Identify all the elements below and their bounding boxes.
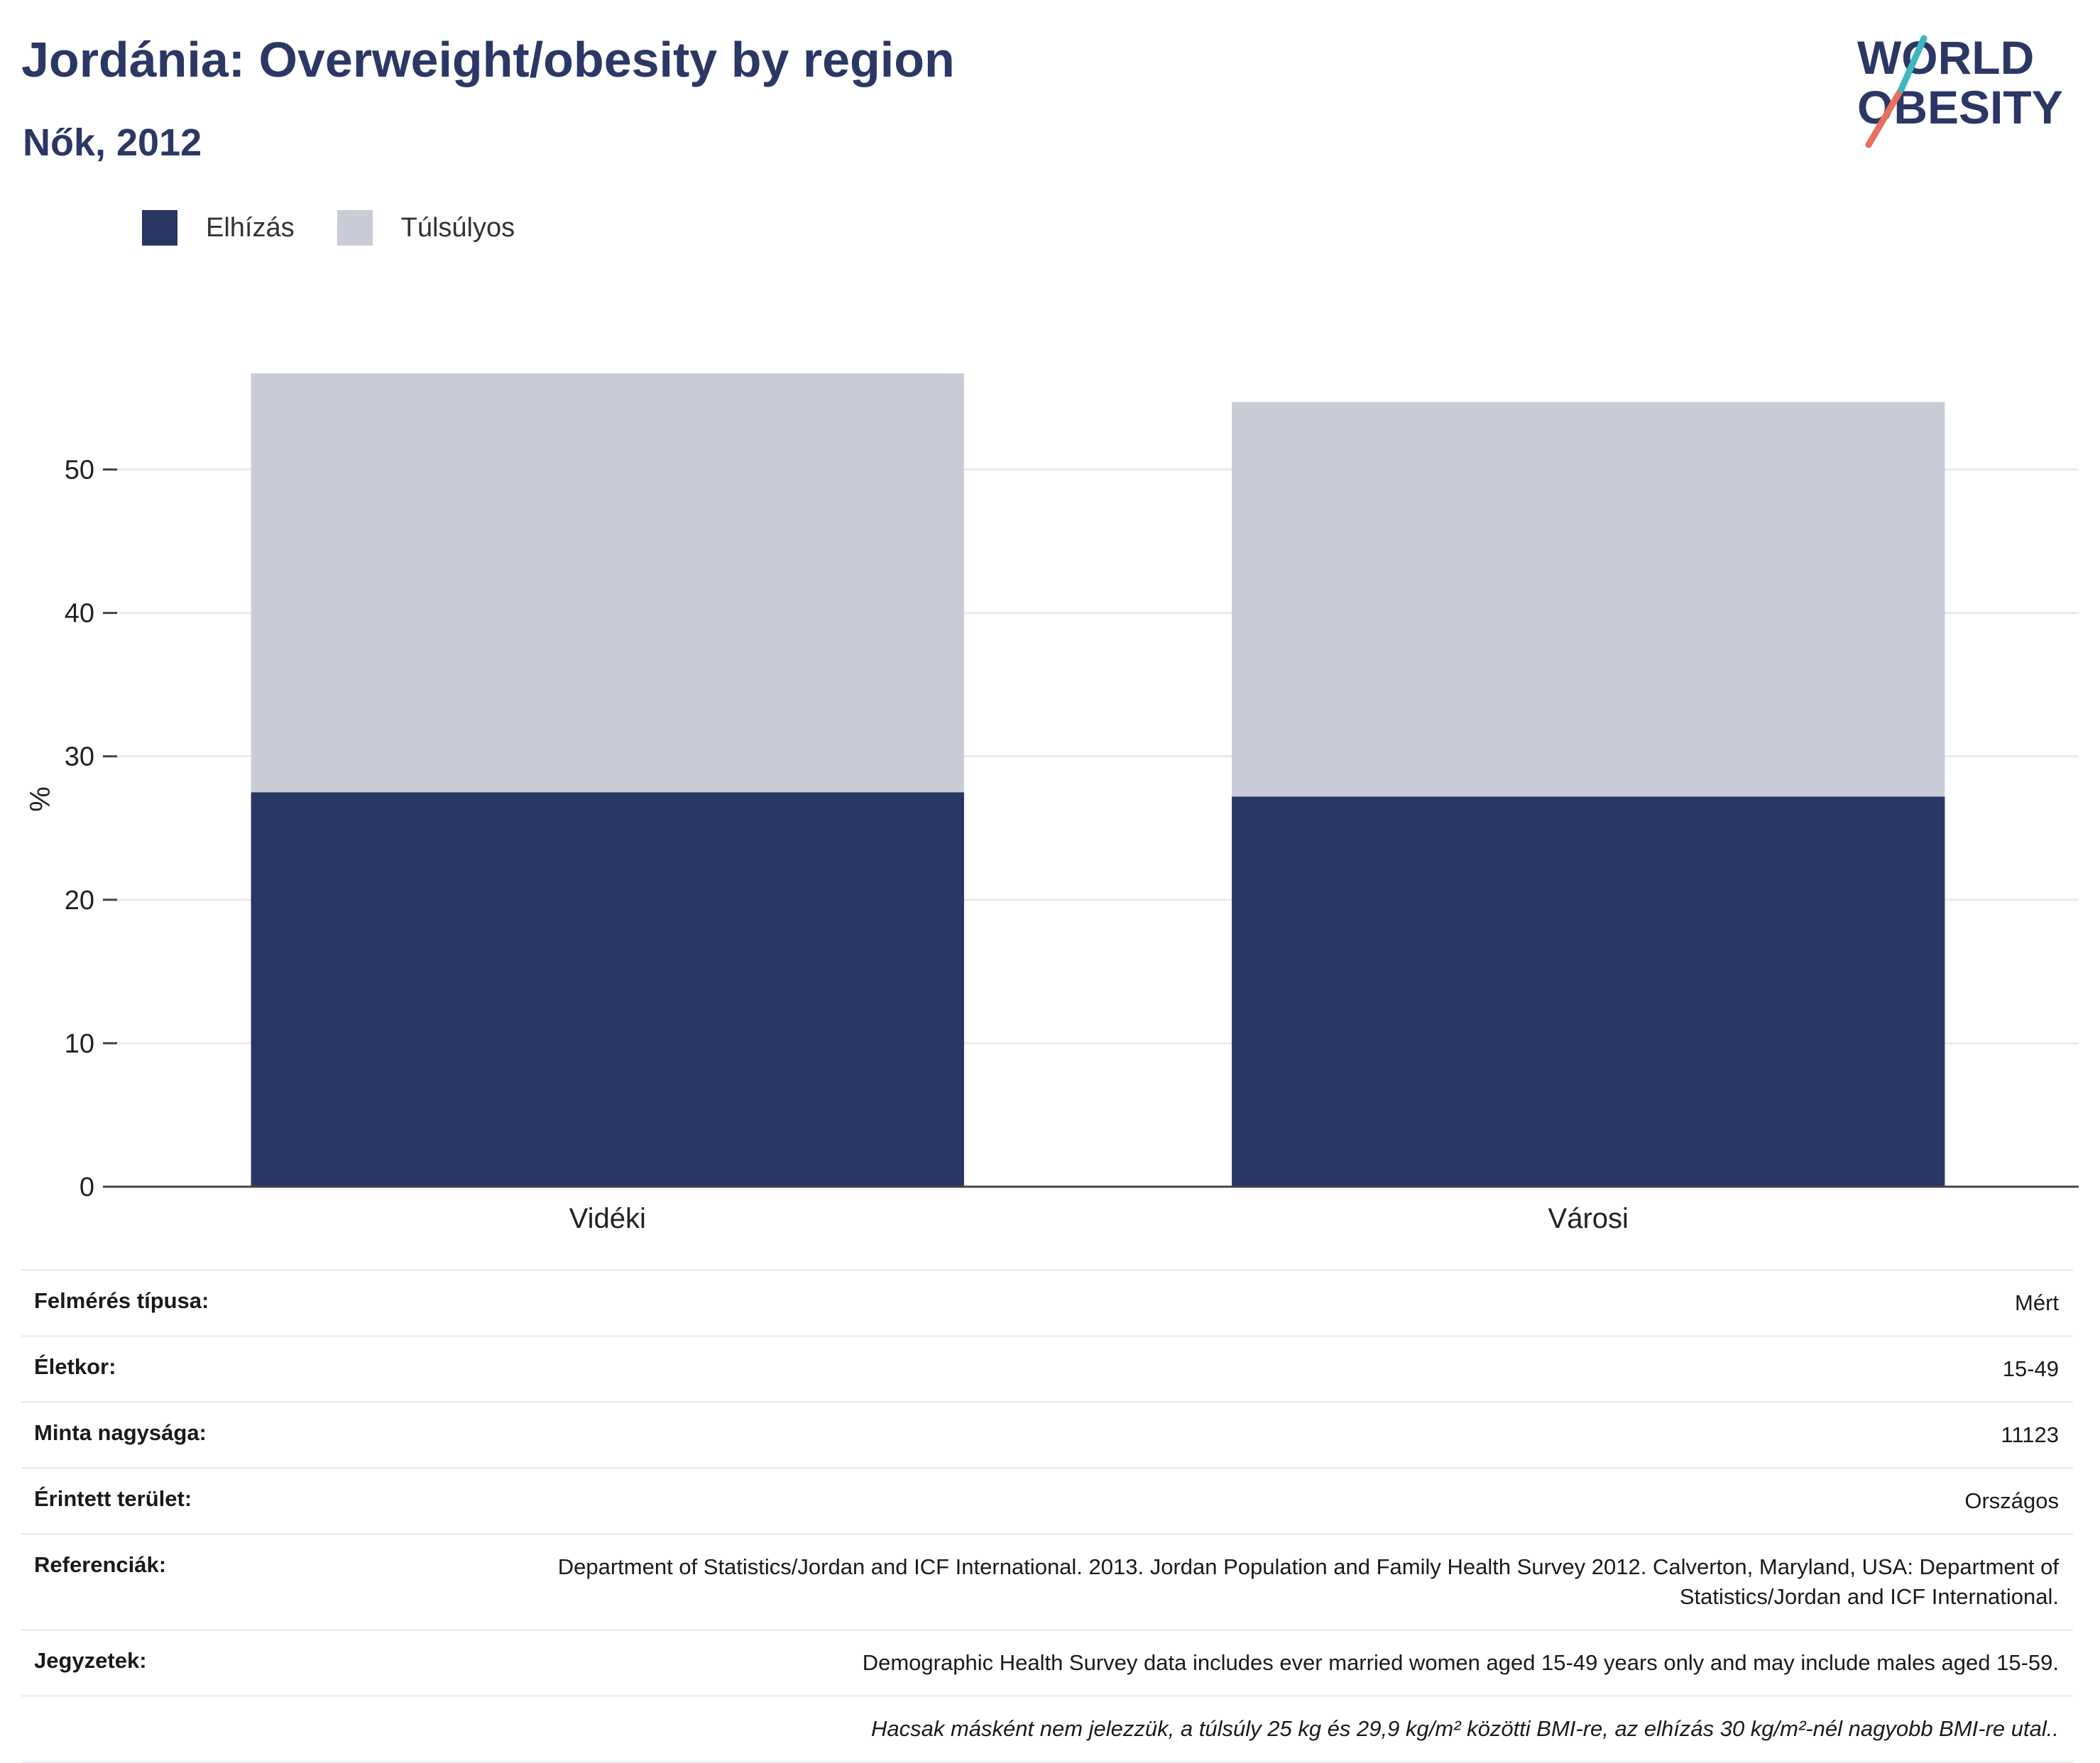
y-tick-label: 30 [65, 742, 94, 772]
bar-elhizas-1[interactable] [1232, 796, 1945, 1187]
legend-label-elhizas: Elhízás [206, 212, 295, 243]
info-row-survey-type: Felmérés típusa: Mért [21, 1269, 2073, 1335]
info-label: Minta nagysága: [34, 1420, 207, 1445]
legend-swatch-elhizas [142, 210, 177, 246]
legend-swatch-tulsulyos [337, 210, 373, 246]
info-row-notes: Jegyzetek: Demographic Health Survey dat… [21, 1629, 2073, 1695]
info-row-footnote: Hacsak másként nem jelezzük, a túlsúly 2… [21, 1695, 2073, 1763]
y-tick-label: 20 [65, 886, 94, 916]
y-tick-label: 10 [65, 1029, 94, 1059]
legend-item-elhizas[interactable]: Elhízás [142, 210, 295, 246]
info-value: Department of Statistics/Jordan and ICF … [557, 1554, 2059, 1609]
legend-label-tulsulyos: Túlsúlyos [400, 212, 515, 243]
world-obesity-logo: WORLD OBESITY [1857, 33, 2063, 148]
info-value: Országos [1964, 1488, 2059, 1513]
info-value: Mért [2015, 1290, 2059, 1315]
bmi-footnote: Hacsak másként nem jelezzük, a túlsúly 2… [871, 1716, 2059, 1741]
legend-item-tulsulyos[interactable]: Túlsúlyos [337, 210, 515, 246]
info-row-area: Érintett terület: Országos [21, 1467, 2073, 1533]
info-label: Felmérés típusa: [34, 1288, 209, 1313]
info-label: Referenciák: [34, 1552, 167, 1577]
info-value: 11123 [2001, 1422, 2059, 1447]
info-label: Életkor: [34, 1354, 116, 1379]
info-row-sample-size: Minta nagysága: 11123 [21, 1401, 2073, 1467]
bar-tulsulyos-0[interactable] [251, 373, 964, 793]
info-row-references: Referenciák: Department of Statistics/Jo… [21, 1533, 2073, 1629]
bar-elhizas-0[interactable] [251, 792, 964, 1187]
y-axis-label: % [25, 786, 56, 812]
x-tick-label: Vidéki [569, 1203, 646, 1234]
info-value: Demographic Health Survey data includes … [862, 1650, 2059, 1675]
chart-legend: Elhízás Túlsúlyos [142, 210, 557, 246]
info-row-age: Életkor: 15-49 [21, 1335, 2073, 1401]
info-value: 15-49 [2002, 1356, 2059, 1381]
x-tick-label: Városi [1548, 1203, 1629, 1234]
y-tick-label: 50 [65, 455, 94, 485]
bar-tulsulyos-1[interactable] [1232, 402, 1945, 797]
y-tick-label: 0 [80, 1172, 94, 1202]
page-title: Jordánia: Overweight/obesity by region [21, 32, 955, 87]
stacked-bar-chart: 0 10 20 30 40 50% Vidéki Városi [25, 373, 2079, 1234]
survey-info-table: Felmérés típusa: Mért Életkor: 15-49 Min… [21, 1269, 2073, 1763]
y-tick-label: 40 [65, 599, 94, 629]
page-subtitle: Nők, 2012 [23, 121, 202, 164]
info-label: Jegyzetek: [34, 1648, 147, 1673]
logo-line1: WORLD [1857, 33, 2034, 84]
info-label: Érintett terület: [34, 1486, 192, 1511]
